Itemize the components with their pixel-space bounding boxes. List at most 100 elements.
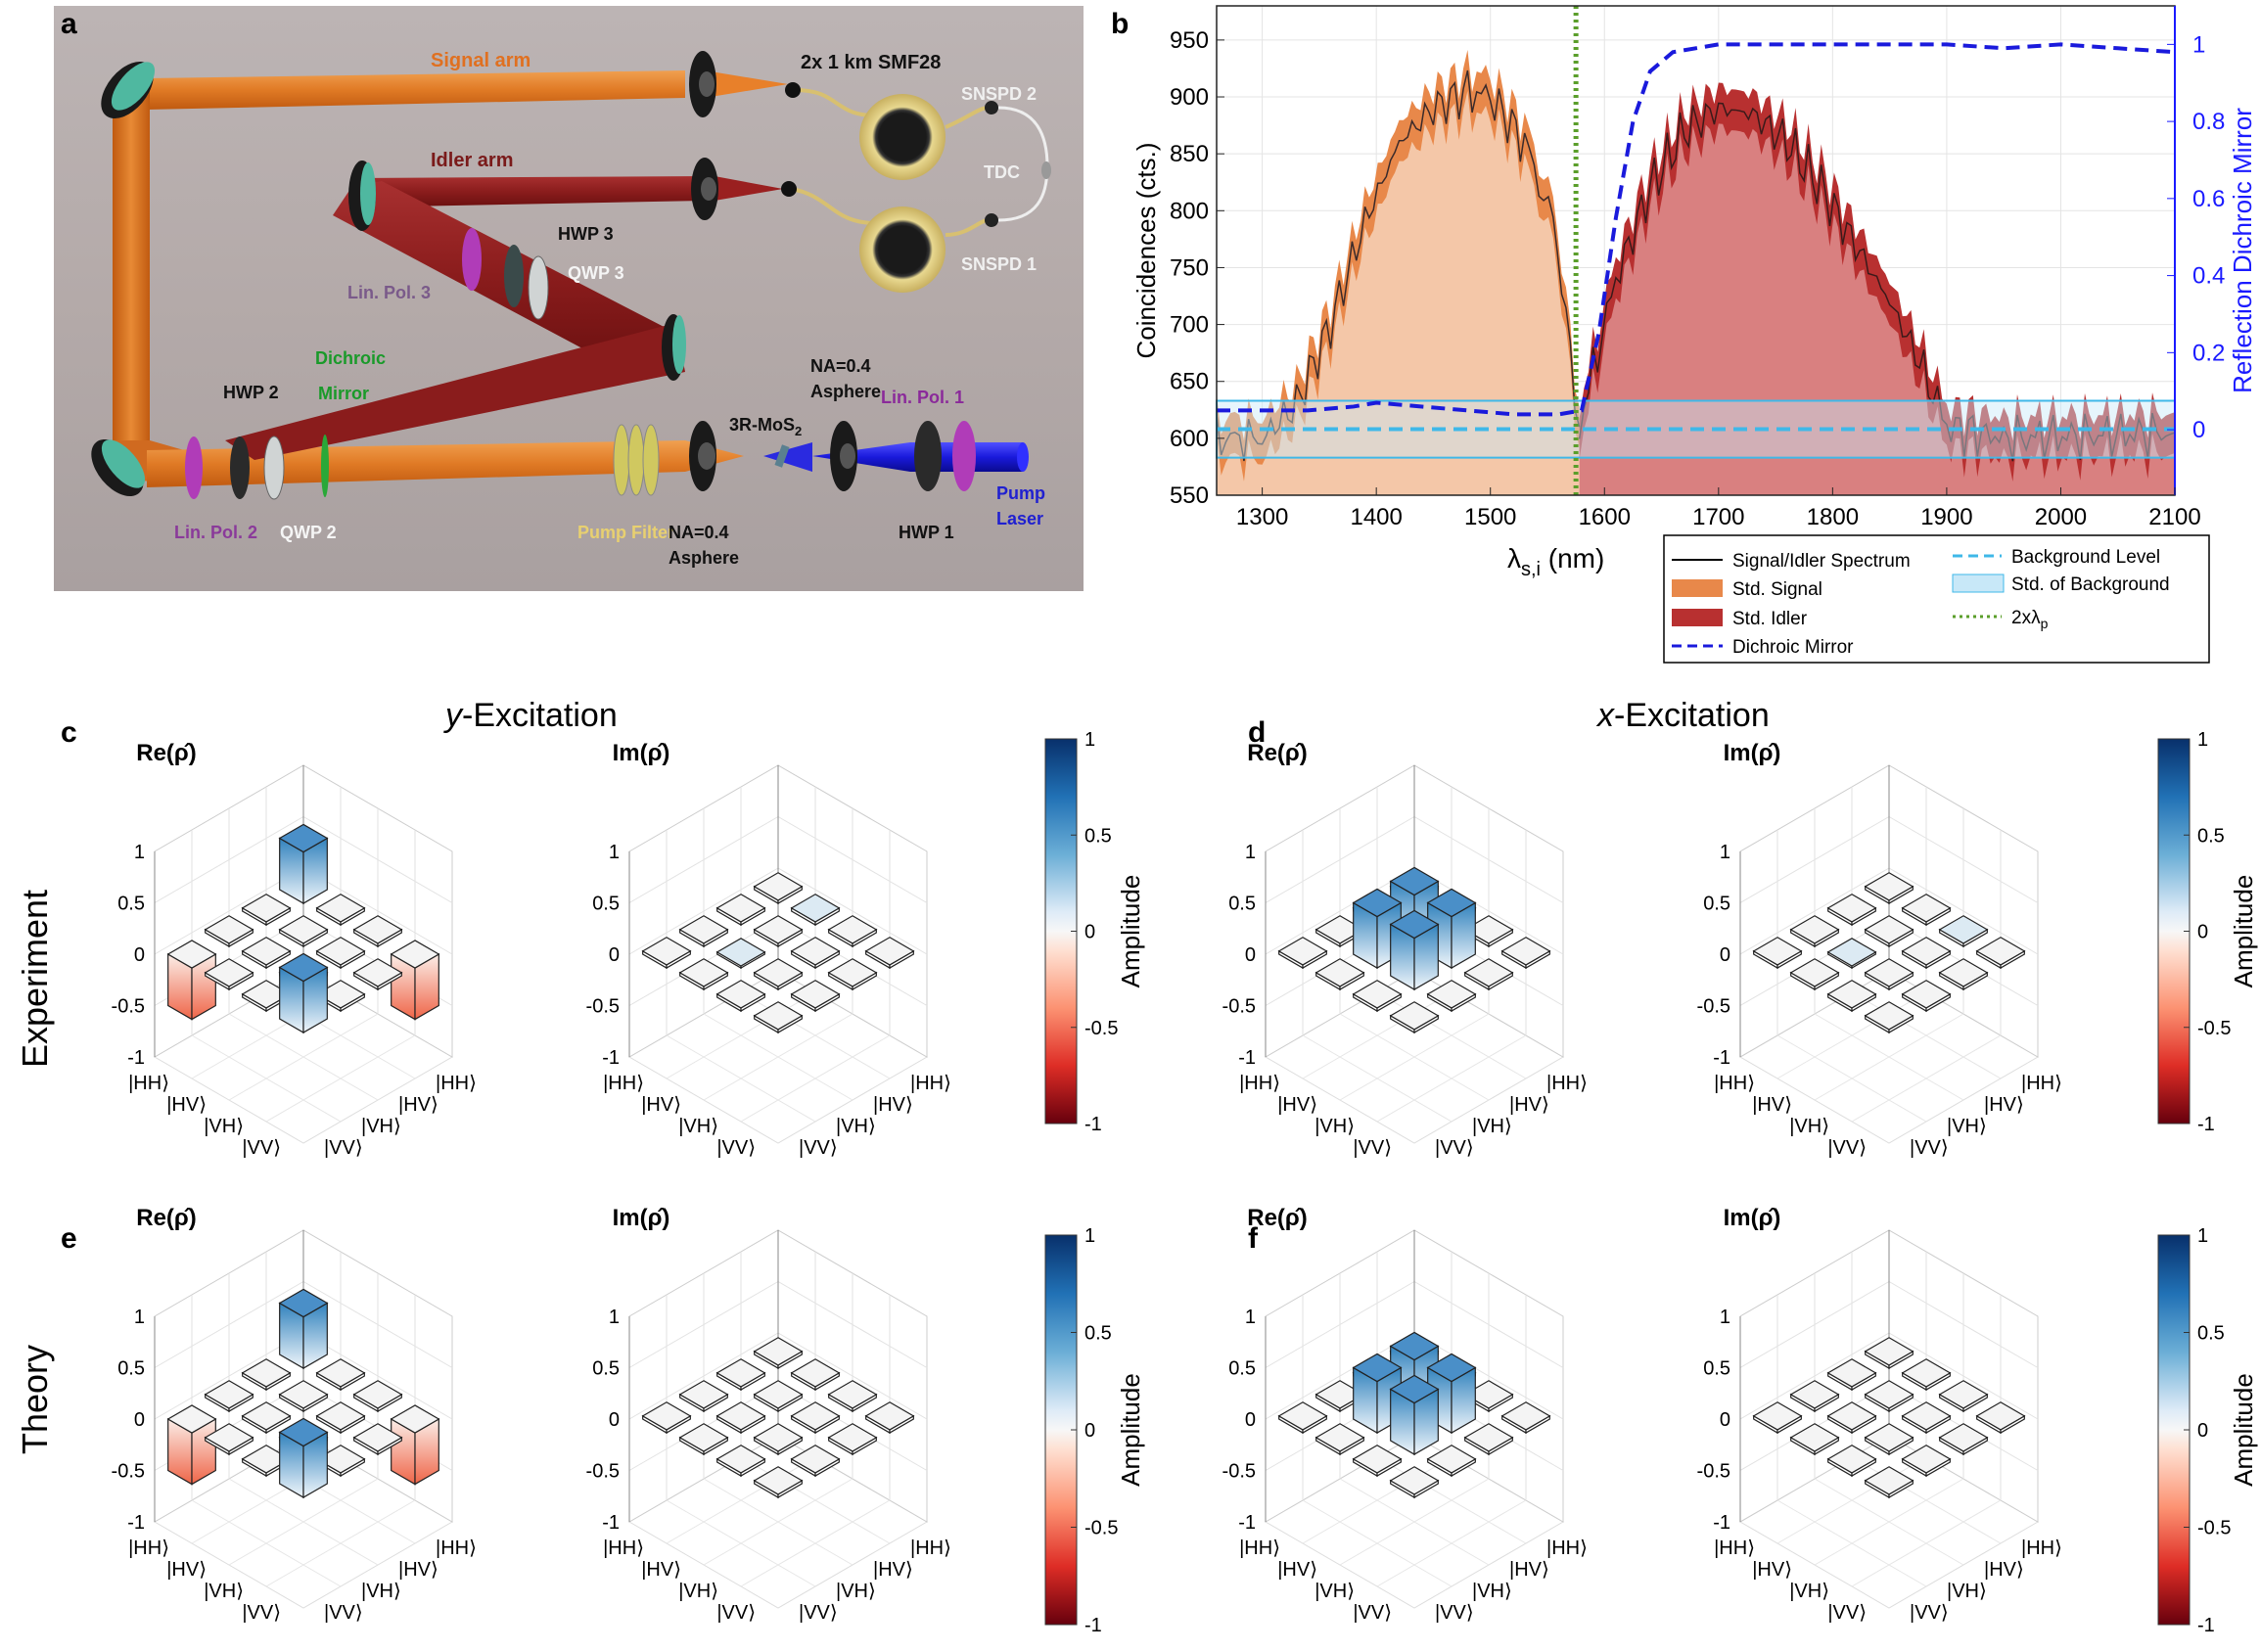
bar-f-re-3-0	[1277, 1401, 1328, 1435]
z-tick-e-re--0.5: -0.5	[112, 1461, 145, 1483]
bar-e-re-1-0	[241, 1358, 292, 1392]
bar-top	[753, 915, 804, 944]
cityscape-title-f-im: Im(ρ̂)	[1724, 1205, 1781, 1231]
label-dichroic-2: Mirror	[318, 384, 369, 403]
label-na-top-2: Asphere	[810, 382, 881, 401]
bar-top	[166, 1404, 217, 1434]
bar-c-im-2-2	[753, 958, 804, 991]
x-tick-label-1700: 1700	[1692, 504, 1744, 530]
basis-right-c-re-0: |HH⟩	[436, 1073, 477, 1094]
legend-dichroic-label: Dichroic Mirror	[1732, 637, 1854, 658]
basis-right-f-re-1: |HV⟩	[1509, 1559, 1549, 1581]
label-snspd2: SNSPD 2	[961, 84, 1037, 104]
bar-f-re-2-3	[1426, 1445, 1477, 1478]
bar-c-im-0-0	[753, 872, 804, 905]
colorbar-ticks: 1 0.5 0 -0.5 -1 Amplitude 1 0.5 0 -0.5 -1 Amplitude…	[1071, 729, 2258, 1636]
bar-top	[1826, 1358, 1877, 1388]
hwp2-optic	[230, 436, 250, 499]
bar-e-im-1-3	[827, 1423, 878, 1456]
bar-e-im-0-1	[790, 1358, 841, 1392]
bar-f-im-2-1	[1826, 1401, 1877, 1435]
cbar-label-e: Amplitude	[1116, 1373, 1145, 1487]
idler-diagonal-beam-2	[225, 323, 685, 460]
snspd2-connector	[985, 101, 998, 115]
x-tick-label-1600: 1600	[1579, 504, 1631, 530]
cityscape-title-d-im: Im(ρ̂)	[1724, 740, 1781, 766]
cityscape-title-e-re: Re(ρ̂)	[136, 1205, 197, 1231]
bar-top	[1826, 894, 1877, 923]
mirror-idler-right	[662, 314, 686, 381]
fiber-spool-2	[859, 206, 946, 293]
bar-d-re-2-3	[1426, 980, 1477, 1013]
fiber-coupler-signal	[785, 82, 801, 98]
bar-c-re-1-1	[278, 915, 329, 948]
floor-grid-b-d-re	[1339, 1013, 1490, 1101]
basis-right-d-im-1: |HV⟩	[1984, 1094, 2024, 1116]
bar-top	[753, 872, 804, 901]
basis-left-d-im-1: |HV⟩	[1752, 1094, 1792, 1116]
idler-focus-cone	[715, 176, 783, 201]
idler-std-band	[1579, 82, 2175, 482]
bar-e-im-0-3	[864, 1401, 915, 1435]
z-tick-e-re-0: 0	[134, 1409, 145, 1431]
fiber-coupler-idler	[781, 181, 797, 197]
bar-f-re-3-1	[1314, 1423, 1365, 1456]
signal-focus-cone	[705, 70, 788, 98]
bar-d-im-1-1	[1864, 915, 1914, 948]
floor-grid-a-d-im	[1851, 1034, 2002, 1123]
basis-left-f-re-1: |HV⟩	[1277, 1559, 1317, 1581]
panel-f-label: f	[1248, 1222, 1259, 1255]
bar-top	[1389, 1331, 1440, 1361]
bar-top	[790, 1358, 841, 1388]
basis-left-e-im-1: |HV⟩	[641, 1559, 681, 1581]
bar-c-re-0-2	[352, 915, 403, 948]
basis-right-f-im-2: |VH⟩	[1947, 1581, 1987, 1602]
bar-top	[1864, 1423, 1914, 1452]
idler-arm-top-beam	[352, 176, 705, 207]
bar-c-re-1-3	[352, 958, 403, 991]
z-tick-f-re-1: 1	[1245, 1307, 1256, 1328]
bar-top	[352, 915, 403, 944]
z-tick-c-re-1: 1	[134, 842, 145, 863]
row-label-experiment: Experiment	[15, 890, 55, 1068]
bar-c-re-0-1	[315, 894, 366, 927]
bar-e-im-2-2	[753, 1423, 804, 1456]
cityscape-title-c-re: Re(ρ̂)	[136, 740, 197, 766]
bar-c-im-0-3	[864, 937, 915, 970]
basis-right-d-re-3: |VV⟩	[1435, 1137, 1474, 1159]
basis-left-f-im-0: |HH⟩	[1714, 1537, 1755, 1559]
z-tick-f-im-1: 1	[1720, 1307, 1730, 1328]
asphere-bottom-optic	[689, 421, 716, 491]
hwp3-optic	[504, 245, 524, 307]
basis-right-c-re-2: |VH⟩	[361, 1116, 401, 1137]
z-tick-d-re-0: 0	[1245, 944, 1256, 966]
x-tick-label-1900: 1900	[1920, 504, 1972, 530]
bar-d-im-3-0	[1752, 937, 1803, 970]
bar-c-re-1-2	[315, 937, 366, 970]
z-tick-f-im-0.5: 0.5	[1703, 1358, 1730, 1380]
basis-left-d-re-3: |VV⟩	[1353, 1137, 1392, 1159]
basis-left-e-re-3: |VV⟩	[242, 1602, 281, 1624]
bar-c-im-0-1	[790, 894, 841, 927]
basis-left-e-re-2: |VH⟩	[204, 1581, 244, 1602]
cbar-label-f: Amplitude	[2229, 1373, 2258, 1487]
basis-right-f-re-2: |VH⟩	[1472, 1581, 1512, 1602]
floor-grid-b-c-im	[703, 1013, 853, 1101]
cityscape-title-f-re: Re(ρ̂)	[1247, 1205, 1308, 1231]
basis-right-e-im-1: |HV⟩	[873, 1559, 913, 1581]
mirror-bottom-left	[91, 438, 146, 497]
basis-right-e-im-0: |HH⟩	[910, 1537, 951, 1559]
bar-e-im-0-2	[827, 1380, 878, 1413]
basis-right-d-im-3: |VV⟩	[1910, 1137, 1949, 1159]
bar-e-re-1-2	[315, 1401, 366, 1435]
z-tick-c-im-0: 0	[609, 944, 620, 966]
bar-top	[678, 958, 729, 987]
bar-d-im-1-0	[1826, 894, 1877, 927]
z-tick-c-im--1: -1	[602, 1047, 620, 1069]
cbar-tick-label-c-1: 1	[1084, 729, 1095, 751]
z-tick-f-im-0: 0	[1720, 1409, 1730, 1431]
cbar-tick-label-e-0: 0	[1084, 1420, 1095, 1442]
dichroic-curve	[1217, 42, 2176, 417]
floor-grid-b-e-re	[191, 1499, 342, 1587]
bar-top	[753, 1380, 804, 1409]
